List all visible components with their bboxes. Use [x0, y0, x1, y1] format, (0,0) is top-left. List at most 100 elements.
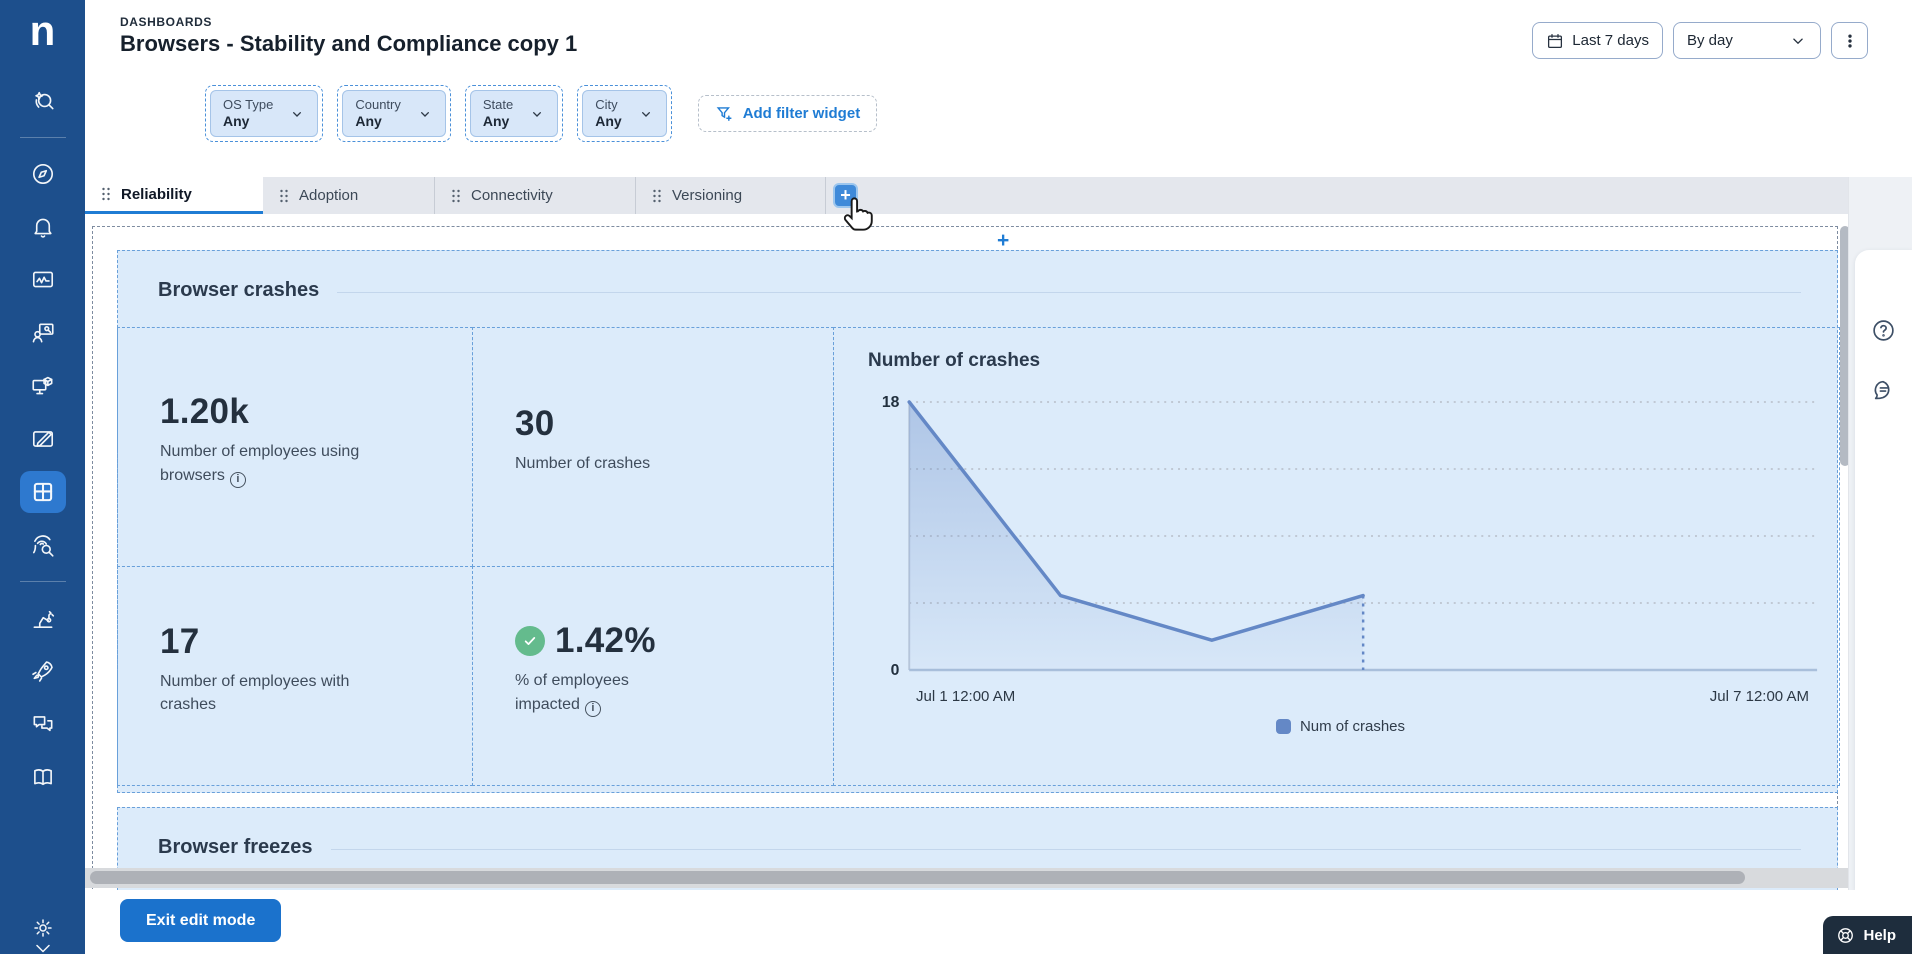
sidebar-item-surveys[interactable] [20, 418, 66, 460]
book-icon [30, 764, 56, 790]
sidebar: n [0, 0, 85, 954]
tab-label: Versioning [672, 187, 742, 204]
time-range-button[interactable]: Last 7 days [1532, 22, 1663, 59]
page-title: Browsers - Stability and Compliance copy… [120, 31, 577, 57]
page-header: DASHBOARDS Browsers - Stability and Comp… [85, 0, 1912, 177]
filter-value: Any [595, 113, 621, 131]
filter-widget-city: City Any [577, 85, 671, 142]
sidebar-item-library[interactable] [20, 756, 66, 798]
state-filter[interactable]: State Any [470, 90, 558, 137]
granularity-select[interactable]: By day [1673, 22, 1821, 59]
sidebar-item-alerts[interactable] [20, 206, 66, 248]
sidebar-item-ai-search[interactable] [20, 80, 66, 122]
os-type-filter[interactable]: OS Type Any [210, 90, 318, 137]
sidebar-item-training[interactable] [20, 312, 66, 354]
svg-text:18: 18 [882, 394, 900, 411]
sidebar-divider [20, 137, 66, 138]
sidebar-item-monitors[interactable] [20, 259, 66, 301]
robot-arm-icon [30, 605, 56, 631]
info-icon[interactable]: i [230, 472, 246, 488]
add-filter-label: Add filter widget [743, 105, 861, 122]
metric-label: Number of crashes [515, 452, 833, 475]
drag-handle-icon [652, 189, 662, 203]
card-pen-icon [30, 426, 56, 452]
country-filter[interactable]: Country Any [342, 90, 446, 137]
filter-label: City [595, 97, 621, 113]
presenter-board-icon [30, 320, 56, 346]
horizontal-scrollbar-thumb[interactable] [90, 871, 1745, 884]
horizontal-scrollbar[interactable] [85, 868, 1848, 888]
drag-handle-icon [101, 187, 111, 201]
metric-number-of-crashes[interactable]: 30 Number of crashes [472, 327, 834, 567]
filter-bar: OS Type Any Country Any State Any City [205, 85, 877, 142]
chart-legend: Num of crashes [858, 718, 1823, 735]
sidebar-item-automation[interactable] [20, 597, 66, 639]
chevron-down-icon [31, 936, 55, 960]
metric-value: 17 [160, 622, 472, 662]
add-tab-button[interactable]: + [833, 183, 858, 208]
tab-versioning[interactable]: Versioning [636, 177, 826, 214]
help-circle-icon[interactable] [1871, 318, 1896, 343]
sidebar-item-engage[interactable] [20, 703, 66, 745]
granularity-value: By day [1687, 32, 1733, 49]
right-rail [1848, 177, 1912, 890]
exit-edit-mode-button[interactable]: Exit edit mode [120, 899, 281, 942]
help-button[interactable]: Help [1823, 916, 1912, 954]
svg-text:0: 0 [891, 662, 900, 679]
add-section-button[interactable]: + [997, 230, 1009, 251]
sidebar-item-investigations[interactable] [20, 524, 66, 566]
compass-icon [30, 161, 56, 187]
section-rule [331, 849, 1801, 850]
legend-swatch [1276, 719, 1291, 734]
add-filter-widget-button[interactable]: Add filter widget [698, 95, 878, 132]
legend-label: Num of crashes [1300, 718, 1405, 735]
monitor-pulse-icon [30, 267, 56, 293]
x-axis-end-label: Jul 7 12:00 AM [1710, 688, 1809, 705]
section-title: Browser crashes [158, 279, 319, 302]
filter-widget-state: State Any [465, 85, 563, 142]
calendar-icon [1546, 32, 1564, 50]
sidebar-divider [20, 581, 66, 582]
city-filter[interactable]: City Any [582, 90, 666, 137]
filter-value: Any [223, 113, 273, 131]
tab-reliability[interactable]: Reliability [85, 177, 263, 214]
assist-panel [1855, 250, 1912, 890]
tab-label: Connectivity [471, 187, 553, 204]
tab-adoption[interactable]: Adoption [263, 177, 435, 214]
filter-label: Country [355, 97, 401, 113]
fingerprint-search-icon [30, 532, 56, 558]
rocket-icon [30, 658, 56, 684]
chart-title: Number of crashes [868, 350, 1823, 372]
sidebar-more[interactable] [0, 916, 85, 960]
sidebar-item-dashboards[interactable] [20, 471, 66, 513]
info-icon[interactable]: i [585, 701, 601, 717]
filter-label: State [483, 97, 513, 113]
filter-widget-os-type: OS Type Any [205, 85, 323, 142]
chevron-down-icon [289, 106, 305, 122]
dashboard-canvas: + Browser crashes 1.20k Number of employ… [85, 214, 1912, 890]
sidebar-item-devices[interactable] [20, 365, 66, 407]
sidebar-item-launch[interactable] [20, 650, 66, 692]
metric-value: 30 [515, 404, 833, 444]
section-title: Browser freezes [158, 836, 313, 859]
chevron-down-icon [417, 106, 433, 122]
section-rule [337, 292, 1801, 293]
metric-label: Number of employees with crashes [160, 670, 405, 716]
sidebar-item-explore[interactable] [20, 153, 66, 195]
metric-employees-using-browsers[interactable]: 1.20k Number of employees using browsers… [117, 327, 473, 567]
chevron-down-icon [529, 106, 545, 122]
tab-connectivity[interactable]: Connectivity [435, 177, 636, 214]
more-options-button[interactable] [1831, 22, 1868, 59]
metric-value: 1.20k [160, 392, 472, 432]
status-good-icon [515, 626, 545, 656]
chat-bubbles-icon [30, 711, 56, 737]
filter-plus-icon [715, 104, 734, 123]
metric-employees-with-crashes[interactable]: 17 Number of employees with crashes [117, 566, 473, 786]
section-browser-crashes: Browser crashes 1.20k Number of employee… [117, 250, 1838, 793]
feedback-bubble-icon[interactable] [1871, 377, 1896, 402]
crashes-line-chart[interactable]: 18 0 [858, 386, 1823, 686]
app-logo[interactable]: n [30, 10, 56, 62]
